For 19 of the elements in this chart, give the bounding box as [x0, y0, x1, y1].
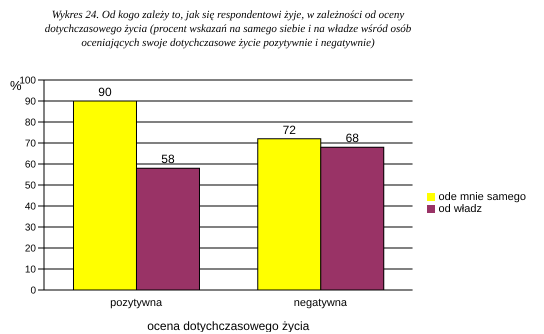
- y-tick-label: 50: [24, 180, 36, 192]
- legend-label: ode mnie samego: [438, 191, 526, 203]
- y-tick-label: 30: [24, 222, 36, 234]
- y-tick-label: 90: [24, 96, 36, 108]
- y-tick-label: 0: [30, 286, 36, 297]
- y-tick-label: 70: [24, 138, 36, 150]
- chart-title: Wykres 24. Od kogo zależy to, jak się respondentowi żyje, w zależności od oceny dotychczasowego życia (procent wskazań na samego siebie i na władze wśród osób oceniających swoje dotychczasowe życie pozytywnie i negatywnie): [44, 8, 412, 51]
- data-label: 68: [346, 131, 360, 146]
- data-label: 90: [98, 85, 112, 99]
- data-label: 58: [161, 152, 175, 166]
- data-label: 72: [282, 122, 296, 137]
- y-tick-label: 20: [24, 244, 36, 255]
- y-tick-label: 80: [24, 118, 36, 129]
- x-tick-label: pozytywna: [110, 296, 163, 309]
- y-tick-label: 10: [24, 264, 36, 276]
- x-tick-label: negatywna: [294, 296, 348, 309]
- y-tick-label: 40: [24, 202, 36, 213]
- legend-label: od władz: [438, 203, 482, 215]
- y-tick-label: 60: [24, 160, 36, 171]
